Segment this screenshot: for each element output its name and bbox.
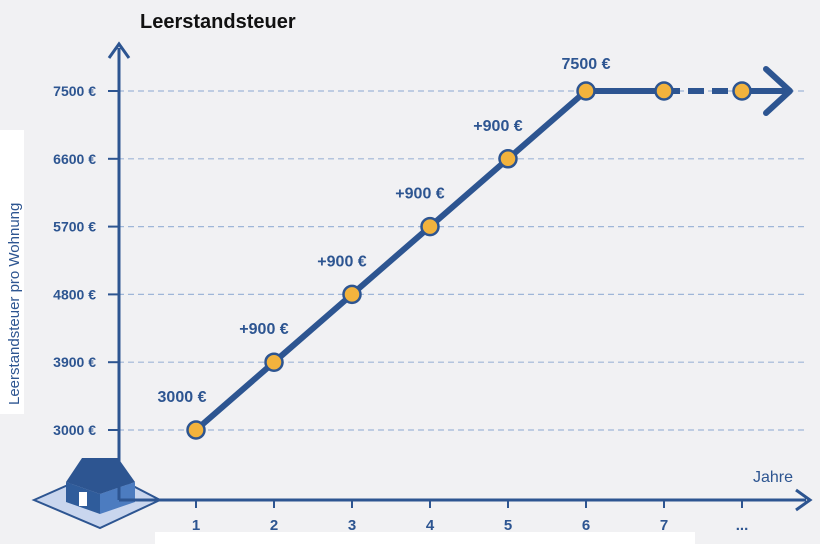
ylabel-background bbox=[0, 130, 24, 414]
x-tick-label: 7 bbox=[660, 517, 668, 534]
data-point bbox=[654, 81, 674, 101]
y-tick-labels: 3000 € 3900 € 4800 € 5700 € 6600 € 7500 € bbox=[53, 83, 119, 438]
x-tick-label: ... bbox=[736, 517, 749, 534]
x-tick-label: 4 bbox=[426, 517, 435, 534]
data-label: +900 € bbox=[473, 118, 522, 135]
series-line-solid bbox=[193, 88, 667, 433]
data-point bbox=[186, 420, 206, 440]
x-axis-title: Jahre bbox=[753, 469, 793, 486]
grid-lines bbox=[108, 90, 806, 431]
y-tick-label: 3000 € bbox=[53, 422, 96, 438]
data-label: +900 € bbox=[395, 186, 444, 203]
data-label: +900 € bbox=[317, 253, 366, 270]
y-tick-label: 3900 € bbox=[53, 354, 96, 370]
data-points bbox=[186, 81, 752, 440]
bottom-strip bbox=[155, 532, 695, 544]
data-point bbox=[342, 284, 362, 305]
x-tick-label: 3 bbox=[348, 517, 356, 534]
y-tick-label: 6600 € bbox=[53, 151, 96, 167]
series-arrow-icon bbox=[763, 66, 793, 116]
y-axis-arrow-icon bbox=[107, 41, 131, 59]
data-point bbox=[420, 216, 440, 237]
y-tick-label: 4800 € bbox=[53, 286, 96, 302]
data-label: 7500 € bbox=[562, 56, 611, 73]
data-point bbox=[498, 149, 518, 169]
x-axis-arrow-icon bbox=[795, 488, 813, 512]
axes bbox=[107, 41, 813, 512]
y-tick-label: 5700 € bbox=[53, 219, 96, 235]
data-point bbox=[264, 352, 284, 372]
data-label: 3000 € bbox=[158, 389, 207, 406]
x-tick-label: 5 bbox=[504, 517, 512, 534]
x-tick-label: 2 bbox=[270, 517, 278, 534]
x-tick-label: 6 bbox=[582, 517, 590, 534]
data-label: +900 € bbox=[239, 321, 288, 338]
y-axis-title: Leerstandsteuer pro Wohnung bbox=[6, 203, 23, 405]
chart-title: Leerstandsteuer bbox=[140, 11, 296, 33]
data-point bbox=[576, 81, 596, 101]
data-labels: 3000 € +900 € +900 € +900 € +900 € 7500 € bbox=[158, 56, 611, 406]
x-tick-labels: 1 2 3 4 5 6 7... bbox=[192, 500, 748, 534]
data-point bbox=[732, 81, 752, 101]
house-icon bbox=[31, 458, 163, 530]
x-tick-label: 1 bbox=[192, 517, 200, 534]
y-tick-label: 7500 € bbox=[53, 83, 96, 99]
